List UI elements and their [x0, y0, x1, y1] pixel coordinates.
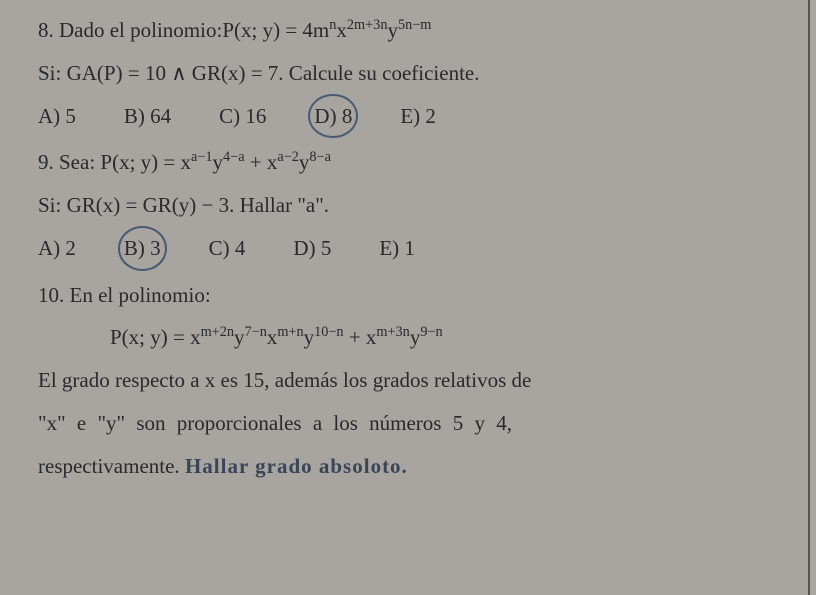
q9-prefix: 9. Sea: [38, 150, 100, 174]
q9-opt-c: C) 4 [209, 230, 246, 267]
q10-plus: + x [344, 325, 377, 349]
q8-mid1: x [336, 18, 347, 42]
q8-mid2: y [387, 18, 398, 42]
q10-m1: y [234, 325, 245, 349]
q9-statement: 9. Sea: P(x; y) = xa−1y4−a + xa−2y8−a [38, 144, 788, 181]
q9-poly-lhs: P(x; y) = x [100, 150, 191, 174]
q8-poly-lhs: P(x; y) = 4m [222, 18, 329, 42]
q9-opt-b: B) 3 [124, 230, 161, 267]
q10-para3: respectivamente. Hallar grado absoloto. [38, 448, 788, 485]
q10-e4: 10−n [314, 324, 343, 340]
q9-m2: y [299, 150, 310, 174]
q9-options: A) 2 B) 3 C) 4 D) 5 E) 1 [38, 230, 788, 267]
q9-opt-d: D) 5 [293, 230, 331, 267]
q8-exp3: 5n−m [398, 17, 431, 33]
q8-options: A) 5 B) 64 C) 16 D) 8 E) 2 [38, 98, 788, 135]
q10-heading: 10. En el polinomio: [38, 277, 788, 314]
q10-poly: P(x; y) = xm+2ny7−nxm+ny10−n + xm+3ny9−n [38, 319, 788, 356]
q9-e2: 4−a [223, 149, 245, 165]
q8-condition: Si: GA(P) = 10 ∧ GR(x) = 7. Calcule su c… [38, 55, 788, 92]
q10-m2: x [267, 325, 278, 349]
q10-e1: m+2n [201, 324, 234, 340]
q8-opt-a: A) 5 [38, 98, 76, 135]
q10-poly-lhs: P(x; y) = x [110, 325, 201, 349]
q10-e5: m+3n [376, 324, 409, 340]
q8-opt-e: E) 2 [400, 98, 436, 135]
q9-e3: a−2 [277, 149, 299, 165]
q10-handwritten: Hallar grado absoloto. [185, 454, 408, 478]
q8-opt-c: C) 16 [219, 98, 266, 135]
q10-e6: 9−n [420, 324, 442, 340]
q10-para2: "x" e "y" son proporcionales a los númer… [38, 405, 788, 442]
q8-opt-d: D) 8 [314, 98, 352, 135]
q9-condition: Si: GR(x) = GR(y) − 3. Hallar "a". [38, 187, 788, 224]
q8-statement: 8. Dado el polinomio:P(x; y) = 4mnx2m+3n… [38, 12, 788, 49]
q9-e1: a−1 [191, 149, 213, 165]
q10-e3: m+n [277, 324, 303, 340]
q10-m4: y [410, 325, 421, 349]
q9-opt-a: A) 2 [38, 230, 76, 267]
q10-para1: El grado respecto a x es 15, además los … [38, 362, 788, 399]
page-border-right [808, 0, 810, 595]
q9-m1: y [213, 150, 224, 174]
q10-e2: 7−n [245, 324, 267, 340]
q10-m3: y [304, 325, 315, 349]
q8-opt-b: B) 64 [124, 98, 171, 135]
q9-plus: + x [245, 150, 278, 174]
q8-exp2: 2m+3n [347, 17, 388, 33]
q10-para3-prefix: respectivamente. [38, 454, 185, 478]
q9-opt-e: E) 1 [379, 230, 415, 267]
q8-prefix: 8. Dado el polinomio: [38, 18, 222, 42]
q9-e4: 8−a [309, 149, 331, 165]
